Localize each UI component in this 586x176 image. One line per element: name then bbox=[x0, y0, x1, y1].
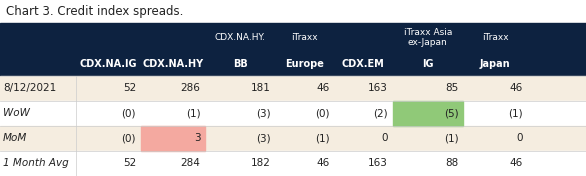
Text: (3): (3) bbox=[256, 108, 271, 118]
Text: 46: 46 bbox=[509, 83, 523, 93]
Text: 46: 46 bbox=[509, 158, 523, 168]
Text: MoM: MoM bbox=[3, 133, 28, 143]
Text: (1): (1) bbox=[508, 108, 523, 118]
Text: (0): (0) bbox=[315, 108, 329, 118]
Text: 1 Month Avg: 1 Month Avg bbox=[3, 158, 69, 168]
Text: 88: 88 bbox=[445, 158, 458, 168]
Text: 286: 286 bbox=[180, 83, 200, 93]
Text: (1): (1) bbox=[315, 133, 329, 143]
Text: (5): (5) bbox=[444, 108, 458, 118]
Text: 52: 52 bbox=[122, 158, 136, 168]
Text: CDX.NA.HY.: CDX.NA.HY. bbox=[215, 33, 265, 42]
Text: 0: 0 bbox=[381, 133, 388, 143]
Text: 52: 52 bbox=[122, 83, 136, 93]
Text: 8/12/2021: 8/12/2021 bbox=[3, 83, 56, 93]
Text: CDX.NA.IG: CDX.NA.IG bbox=[80, 59, 137, 69]
Text: (1): (1) bbox=[186, 108, 200, 118]
Text: 3: 3 bbox=[194, 133, 200, 143]
Text: iTraxx Asia
ex-Japan: iTraxx Asia ex-Japan bbox=[404, 28, 452, 47]
Text: (2): (2) bbox=[373, 108, 388, 118]
Text: BB: BB bbox=[233, 59, 248, 69]
Text: Japan: Japan bbox=[480, 59, 510, 69]
Text: iTraxx: iTraxx bbox=[291, 33, 318, 42]
Text: Chart 3. Credit index spreads.: Chart 3. Credit index spreads. bbox=[6, 5, 183, 18]
Text: Europe: Europe bbox=[285, 59, 324, 69]
Text: 181: 181 bbox=[251, 83, 271, 93]
Text: (0): (0) bbox=[121, 108, 136, 118]
Text: 0: 0 bbox=[516, 133, 523, 143]
Text: 163: 163 bbox=[368, 83, 388, 93]
Text: IG: IG bbox=[422, 59, 434, 69]
Text: 46: 46 bbox=[316, 83, 329, 93]
Text: (1): (1) bbox=[444, 133, 458, 143]
Text: 284: 284 bbox=[180, 158, 200, 168]
Text: 163: 163 bbox=[368, 158, 388, 168]
Text: CDX.EM: CDX.EM bbox=[342, 59, 384, 69]
Text: WoW: WoW bbox=[3, 108, 30, 118]
Text: 46: 46 bbox=[316, 158, 329, 168]
Text: CDX.NA.HY: CDX.NA.HY bbox=[142, 59, 203, 69]
Text: 182: 182 bbox=[251, 158, 271, 168]
Text: (3): (3) bbox=[256, 133, 271, 143]
Text: iTraxx: iTraxx bbox=[482, 33, 509, 42]
Text: (0): (0) bbox=[121, 133, 136, 143]
Text: 85: 85 bbox=[445, 83, 458, 93]
